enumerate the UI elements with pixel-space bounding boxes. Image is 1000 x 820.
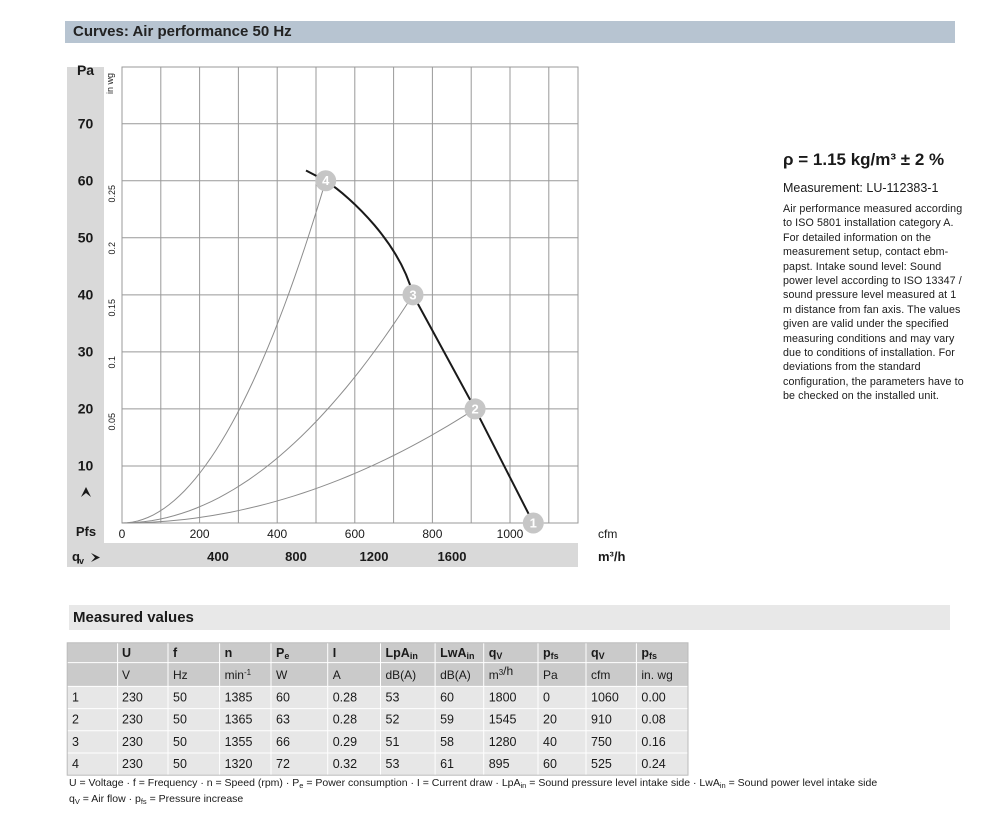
svg-text:2: 2 xyxy=(72,713,79,727)
svg-text:60: 60 xyxy=(276,691,290,705)
svg-text:U = Voltage · f = Frequency ·: U = Voltage · f = Frequency · n = Speed … xyxy=(69,777,877,790)
svg-text:in. wg: in. wg xyxy=(641,668,672,682)
svg-text:50: 50 xyxy=(173,757,187,771)
svg-text:1385: 1385 xyxy=(225,691,253,705)
svg-text:0.32: 0.32 xyxy=(333,757,357,771)
svg-text:1800: 1800 xyxy=(489,691,517,705)
svg-text:4: 4 xyxy=(72,757,79,771)
svg-text:230: 230 xyxy=(122,691,143,705)
svg-text:72: 72 xyxy=(276,757,290,771)
svg-text:0.28: 0.28 xyxy=(333,691,357,705)
svg-text:20: 20 xyxy=(543,713,557,727)
svg-text:0.00: 0.00 xyxy=(641,691,665,705)
svg-text:61: 61 xyxy=(440,757,454,771)
svg-text:1: 1 xyxy=(72,691,79,705)
svg-text:910: 910 xyxy=(591,713,612,727)
svg-text:1320: 1320 xyxy=(225,757,253,771)
svg-text:230: 230 xyxy=(122,735,143,749)
svg-text:40: 40 xyxy=(543,735,557,749)
svg-text:W: W xyxy=(276,668,288,682)
svg-text:525: 525 xyxy=(591,757,612,771)
svg-text:750: 750 xyxy=(591,735,612,749)
svg-text:230: 230 xyxy=(122,713,143,727)
svg-text:60: 60 xyxy=(440,691,454,705)
svg-text:53: 53 xyxy=(386,757,400,771)
svg-text:52: 52 xyxy=(386,713,400,727)
svg-text:n: n xyxy=(225,646,233,660)
svg-text:0.24: 0.24 xyxy=(641,757,665,771)
svg-text:53: 53 xyxy=(386,691,400,705)
svg-text:50: 50 xyxy=(173,691,187,705)
svg-text:U: U xyxy=(122,646,131,660)
svg-text:50: 50 xyxy=(173,735,187,749)
svg-text:230: 230 xyxy=(122,757,143,771)
svg-text:50: 50 xyxy=(173,713,187,727)
svg-text:63: 63 xyxy=(276,713,290,727)
svg-text:58: 58 xyxy=(440,735,454,749)
svg-text:0: 0 xyxy=(543,691,550,705)
svg-text:1545: 1545 xyxy=(489,713,517,727)
svg-text:0.16: 0.16 xyxy=(641,735,665,749)
svg-text:dB(A): dB(A) xyxy=(386,668,417,682)
svg-text:60: 60 xyxy=(543,757,557,771)
svg-text:59: 59 xyxy=(440,713,454,727)
svg-text:dB(A): dB(A) xyxy=(440,668,471,682)
svg-text:1280: 1280 xyxy=(489,735,517,749)
svg-text:66: 66 xyxy=(276,735,290,749)
svg-text:A: A xyxy=(333,668,341,682)
svg-text:V: V xyxy=(122,668,130,682)
svg-text:cfm: cfm xyxy=(591,668,610,682)
svg-text:0.28: 0.28 xyxy=(333,713,357,727)
svg-text:I: I xyxy=(333,646,336,660)
svg-text:0.08: 0.08 xyxy=(641,713,665,727)
svg-text:qV = Air flow · pfs = Pressure: qV = Air flow · pfs = Pressure increase xyxy=(69,793,243,806)
svg-text:895: 895 xyxy=(489,757,510,771)
svg-text:0.29: 0.29 xyxy=(333,735,357,749)
svg-text:3: 3 xyxy=(72,735,79,749)
svg-text:Hz: Hz xyxy=(173,668,188,682)
svg-text:51: 51 xyxy=(386,735,400,749)
svg-text:Pa: Pa xyxy=(543,668,558,682)
svg-text:1060: 1060 xyxy=(591,691,619,705)
svg-text:1365: 1365 xyxy=(225,713,253,727)
svg-text:1355: 1355 xyxy=(225,735,253,749)
